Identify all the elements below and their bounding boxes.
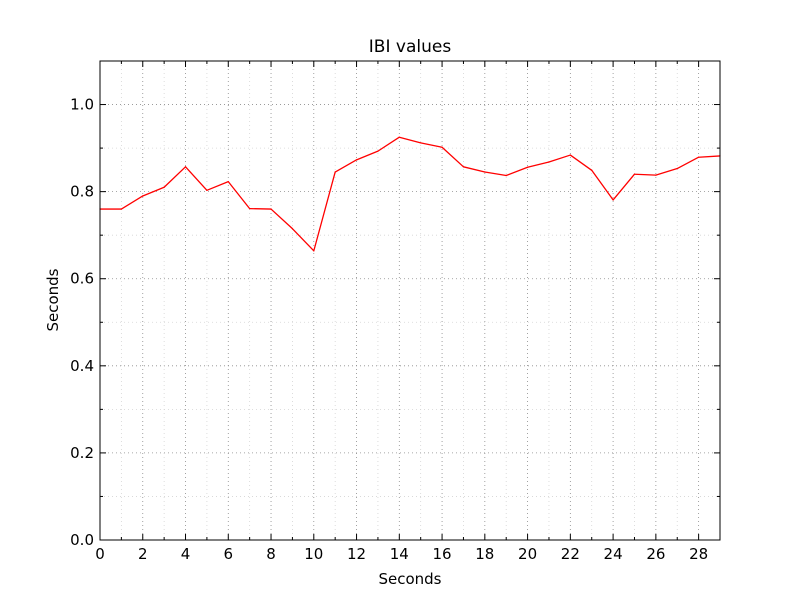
ibi-line-segment <box>313 171 336 252</box>
ibi-line-segment <box>142 186 165 197</box>
x-tick-label: 16 <box>433 545 452 563</box>
ibi-line-segment <box>355 150 379 161</box>
x-tick-label: 2 <box>138 545 148 563</box>
grid-lines <box>99 61 721 541</box>
ibi-line-segment <box>612 173 636 201</box>
y-tick-label: 0.2 <box>70 444 94 462</box>
ibi-line-segment <box>377 136 400 152</box>
x-tick-label: 28 <box>689 545 708 563</box>
ibi-line-segment <box>569 154 593 171</box>
ibi-line-segment <box>120 195 144 210</box>
y-tick-labels: 0.0 0.2 0.4 0.6 0.8 1.0 <box>70 96 94 549</box>
ibi-line-segment <box>206 180 229 191</box>
ibi-line-segment <box>184 166 208 191</box>
ibi-line-segment <box>227 180 251 210</box>
y-tick-label: 0.4 <box>70 357 94 375</box>
y-tick-label: 1.0 <box>70 96 94 114</box>
ibi-line-segment <box>420 142 443 148</box>
ibi-line-segment <box>505 166 529 177</box>
ibi-line-segment <box>548 154 571 163</box>
x-tick-labels: 0 2 4 6 8 10 12 14 16 18 20 22 24 26 28 <box>95 545 708 563</box>
y-axis-label: Seconds <box>44 268 62 331</box>
x-tick-label: 8 <box>266 545 276 563</box>
ibi-line-segment <box>163 166 187 188</box>
y-tick-label: 0.0 <box>70 531 94 549</box>
ibi-line-segment <box>655 167 678 176</box>
ibi-line-segment <box>291 227 315 252</box>
ibi-line-segment <box>633 173 657 176</box>
tick-marks <box>99 61 721 541</box>
x-tick-label: 22 <box>561 545 580 563</box>
y-tick-label: 0.6 <box>70 270 94 288</box>
ibi-line-segment <box>462 166 486 173</box>
chart-title: IBI values <box>369 37 452 57</box>
y-tick-label: 0.8 <box>70 183 94 201</box>
ibi-line-segment <box>676 156 700 170</box>
x-tick-label: 6 <box>224 545 234 563</box>
ibi-line-segment <box>697 155 721 158</box>
ibi-line-segment <box>441 146 465 168</box>
x-tick-label: 0 <box>95 545 105 563</box>
plot-frame <box>99 60 721 541</box>
x-tick-label: 10 <box>304 545 323 563</box>
ibi-line-segment <box>270 208 294 230</box>
ibi-line-segment <box>398 136 422 144</box>
ibi-line-segment <box>484 171 507 177</box>
series-layer <box>99 136 721 252</box>
ibi-line-segment <box>526 161 550 168</box>
x-tick-label: 14 <box>390 545 409 563</box>
x-tick-label: 26 <box>646 545 665 563</box>
x-tick-label: 20 <box>518 545 537 563</box>
ibi-line-segment <box>334 159 358 173</box>
x-tick-label: 18 <box>475 545 494 563</box>
x-tick-label: 4 <box>181 545 191 563</box>
x-tick-label: 24 <box>604 545 623 563</box>
x-tick-label: 12 <box>347 545 366 563</box>
ibi-line-segment <box>591 169 614 201</box>
ibi-series <box>99 136 721 252</box>
x-axis-label: Seconds <box>378 570 441 588</box>
